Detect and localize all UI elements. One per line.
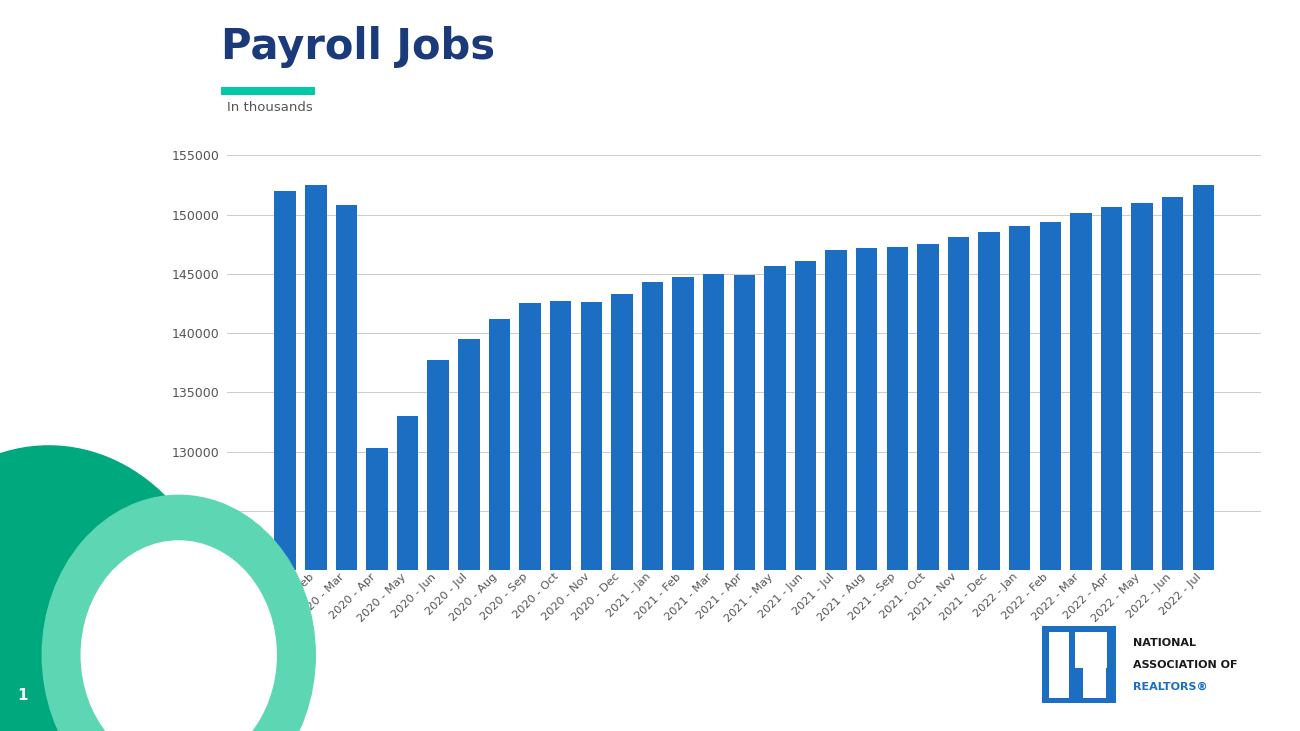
Bar [1192,185,1214,731]
Bar [642,282,663,731]
Text: In thousands: In thousands [227,101,313,114]
Bar [428,360,448,731]
Bar [948,237,970,731]
Bar [1131,202,1153,731]
Bar [519,303,541,731]
Text: REALTORS®: REALTORS® [1132,682,1208,692]
Bar [855,248,878,731]
FancyBboxPatch shape [1043,626,1115,703]
Bar [611,294,633,731]
Bar [1009,227,1031,731]
Text: Payroll Jobs: Payroll Jobs [221,26,495,67]
Circle shape [81,541,276,731]
Bar [703,274,724,731]
Bar [1040,221,1061,731]
Bar [274,191,296,731]
Bar [458,339,480,731]
Bar [764,265,785,731]
Bar [672,277,694,731]
Bar [1070,213,1092,731]
Text: NATIONAL: NATIONAL [1132,638,1196,648]
Bar [1101,208,1122,731]
Bar [335,205,358,731]
Bar [396,416,419,731]
Bar [489,319,510,731]
FancyBboxPatch shape [1075,632,1108,668]
Text: 1: 1 [17,689,27,703]
Bar [306,185,326,731]
Bar [826,250,846,731]
FancyBboxPatch shape [1083,667,1106,697]
Bar [918,244,939,731]
Bar [794,261,816,731]
Bar [733,275,755,731]
Bar [367,448,387,731]
Circle shape [0,446,227,731]
FancyBboxPatch shape [1049,632,1070,697]
Bar [1162,197,1183,731]
Bar [581,303,602,731]
Bar [979,232,1000,731]
Text: ASSOCIATION OF: ASSOCIATION OF [1132,660,1238,670]
Circle shape [42,496,315,731]
Bar [550,301,571,731]
Bar [887,246,907,731]
